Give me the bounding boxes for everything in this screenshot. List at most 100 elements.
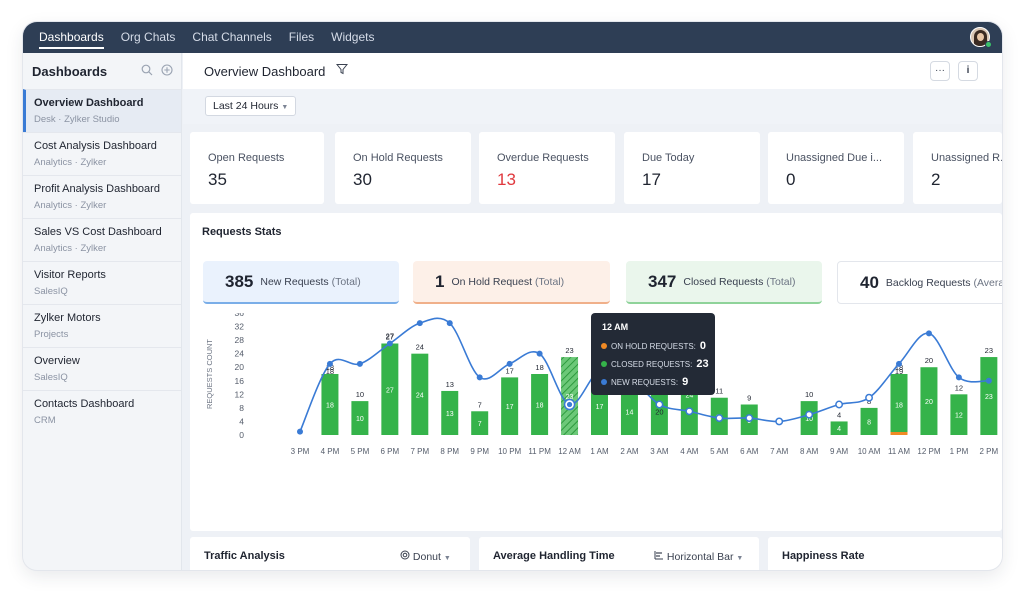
sidebar-item-label: Cost Analysis Dashboard <box>34 140 157 152</box>
sidebar-item-overview[interactable]: Overview SalesIQ <box>23 347 181 390</box>
bar-inner-label: 24 <box>685 392 693 399</box>
tab-dashboards[interactable]: Dashboards <box>39 30 104 49</box>
y-axis-label: REQUESTS COUNT <box>205 339 214 409</box>
new-requests-point <box>896 360 902 367</box>
kpi-value: 35 <box>208 170 227 189</box>
sidebar-item-cost-analysis[interactable]: Cost Analysis Dashboard Analytics · Zylke… <box>23 132 181 175</box>
x-tick-label: 4 AM <box>680 447 699 456</box>
summary-on-hold[interactable]: 1 On Hold Request (Total) <box>413 261 610 304</box>
kpi-card-due-today[interactable]: Due Today 17 <box>624 132 760 204</box>
kpi-value: 17 <box>642 170 661 189</box>
tab-org-chats[interactable]: Org Chats <box>120 29 176 44</box>
sidebar-item-zylker-motors[interactable]: Zylker Motors Projects <box>23 304 181 347</box>
kpi-card-unassigned-due[interactable]: Unassigned Due i... 0 <box>768 132 904 204</box>
new-requests-point <box>386 340 393 347</box>
sidebar-item-label: Overview <box>34 355 80 367</box>
line-value-label: 19 <box>895 367 903 376</box>
kpi-label: Overdue Requests <box>497 152 589 164</box>
info-button[interactable]: i <box>958 61 978 81</box>
closed-bar <box>411 353 429 435</box>
summary-value: 1 <box>435 271 445 291</box>
bar-inner-label: 8 <box>867 419 871 426</box>
kpi-card-overdue[interactable]: Overdue Requests 13 <box>479 132 615 204</box>
new-requests-point <box>955 374 962 381</box>
kpi-card-unassigned-r[interactable]: Unassigned R... 2 <box>913 132 1002 204</box>
new-requests-point <box>446 320 453 327</box>
x-tick-label: 7 AM <box>770 447 789 456</box>
closed-bar <box>561 357 579 435</box>
dashboard-header: Overview Dashboard ··· i <box>183 53 1002 89</box>
bar-value-label: 10 <box>356 390 364 399</box>
y-tick-label: 32 <box>235 322 245 332</box>
date-range-dropdown[interactable]: Last 24 Hours ▼ <box>205 96 297 116</box>
sidebar-item-contacts-dashboard[interactable]: Contacts Dashboard CRM <box>23 390 181 433</box>
y-tick-label: 20 <box>235 362 245 372</box>
bar-inner-label: 10 <box>356 416 364 423</box>
sidebar: Dashboards Overview Dashboard Desk · Zylk… <box>23 53 182 570</box>
y-tick-label: 16 <box>235 376 245 386</box>
sidebar-item-sales-vs-cost[interactable]: Sales VS Cost Dashboard Analytics · Zylke… <box>23 218 181 261</box>
x-tick-label: 9 AM <box>830 447 849 456</box>
sidebar-item-overview-dashboard[interactable]: Overview Dashboard Desk · Zylker Studio <box>23 89 181 132</box>
tooltip-row-label: ON HOLD REQUESTS: <box>611 341 696 351</box>
closed-dot <box>601 361 607 367</box>
summary-value: 347 <box>648 271 677 291</box>
kpi-card-open-requests[interactable]: Open Requests 35 <box>190 132 324 204</box>
new-requests-point <box>506 360 513 367</box>
summary-suffix: (Total) <box>766 275 796 288</box>
x-tick-label: 3 PM <box>291 447 310 456</box>
x-tick-label: 1 AM <box>590 447 609 456</box>
requests-stats-panel: Requests Stats 385 New Requests (Total) … <box>190 213 1002 531</box>
tooltip-title: 12 AM <box>602 322 629 332</box>
x-tick-label: 5 AM <box>710 447 729 456</box>
new-requests-point <box>416 320 423 327</box>
sidebar-item-profit-analysis[interactable]: Profit Analysis Dashboard Analytics · Zyl… <box>23 175 181 218</box>
tooltip-row-label: NEW REQUESTS: <box>611 377 679 387</box>
sidebar-header: Dashboards <box>23 53 181 89</box>
card-title: Happiness Rate <box>782 550 865 562</box>
new-requests-point <box>356 360 363 367</box>
sidebar-item-visitor-reports[interactable]: Visitor Reports SalesIQ <box>23 261 181 304</box>
new-requests-point <box>685 407 694 416</box>
summary-label-text: On Hold Request <box>451 275 533 288</box>
search-icon[interactable] <box>141 64 153 76</box>
summary-label-text: New Requests <box>260 275 329 288</box>
on-hold-dot <box>601 343 607 349</box>
closed-bar <box>531 374 549 435</box>
online-status-dot <box>985 41 992 48</box>
chevron-down-icon: ▼ <box>443 555 451 562</box>
closed-bar <box>441 390 459 435</box>
add-icon[interactable] <box>161 64 173 76</box>
bar-inner-label: 12 <box>955 413 963 420</box>
bar-inner-label: 23 <box>985 394 993 401</box>
new-requests-point <box>655 400 664 409</box>
more-options-button[interactable]: ··· <box>930 61 950 81</box>
bar-value-label: 23 <box>565 346 573 355</box>
tab-chat-channels[interactable]: Chat Channels <box>192 29 272 44</box>
summary-closed-requests[interactable]: 347 Closed Requests (Total) <box>626 261 822 304</box>
chart-type-selector[interactable]: Donut ▼ <box>400 550 451 563</box>
tab-files[interactable]: Files <box>288 29 315 44</box>
tooltip-row-new: NEW REQUESTS: 9 <box>601 376 688 388</box>
summary-backlog[interactable]: 40 Backlog Requests (Avera <box>837 261 1002 304</box>
summary-value: 40 <box>860 272 879 292</box>
filter-icon[interactable] <box>336 63 348 75</box>
avatar[interactable] <box>970 27 990 47</box>
closed-bar <box>351 401 369 435</box>
kpi-card-on-hold[interactable]: On Hold Requests 30 <box>335 132 471 204</box>
app-window: Dashboards Org Chats Chat Channels Files… <box>23 22 1002 570</box>
kpi-value: 13 <box>497 170 516 189</box>
closed-bar <box>860 407 878 435</box>
summary-new-requests[interactable]: 385 New Requests (Total) <box>203 261 399 304</box>
y-tick-label: 12 <box>235 389 245 399</box>
closed-bar <box>950 394 968 435</box>
bar-value-label: 13 <box>446 380 454 389</box>
tab-widgets[interactable]: Widgets <box>331 29 375 44</box>
tooltip-row-value: 23 <box>696 358 709 370</box>
closed-bar <box>920 367 938 435</box>
chart-type-selector[interactable]: Horizontal Bar ▼ <box>654 550 743 563</box>
kpi-label: On Hold Requests <box>353 152 443 164</box>
x-tick-label: 10 PM <box>498 447 521 456</box>
x-tick-label: 2 AM <box>620 447 639 456</box>
summary-suffix: (Total) <box>534 275 565 288</box>
